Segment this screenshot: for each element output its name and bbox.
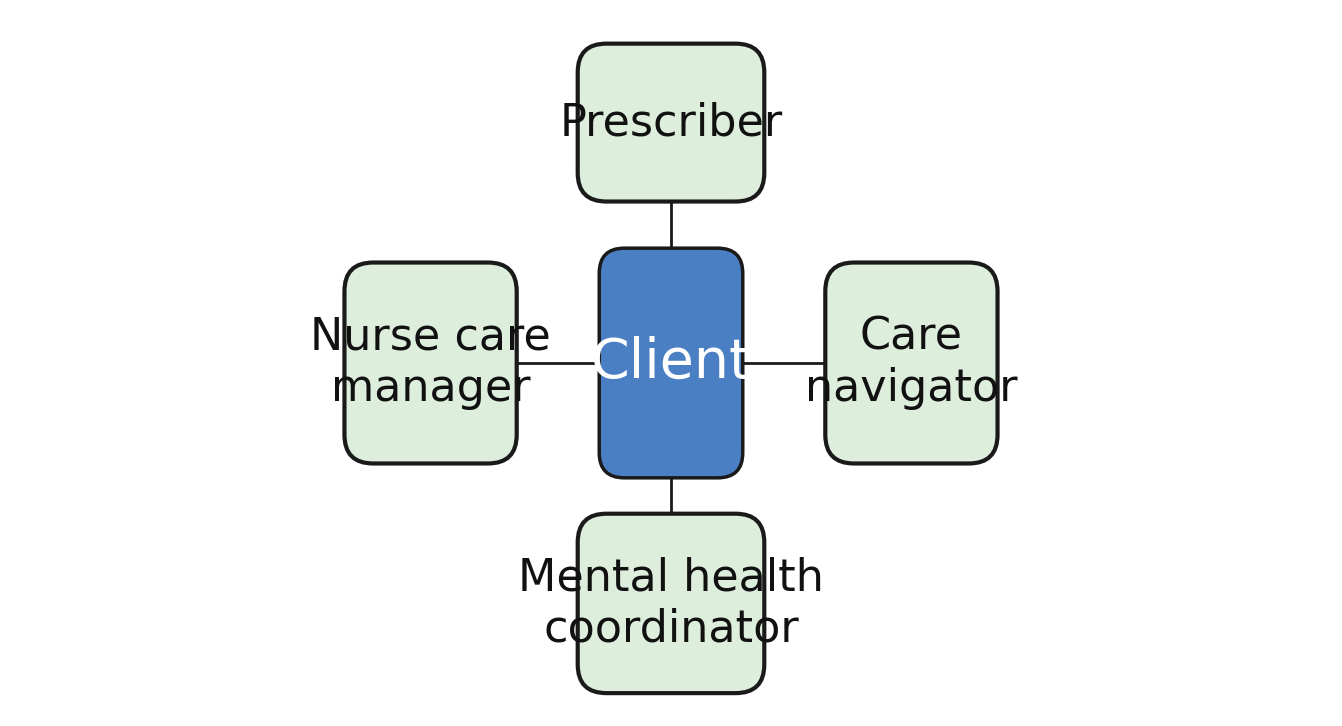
FancyBboxPatch shape (577, 514, 765, 693)
Text: Care
navigator: Care navigator (805, 316, 1017, 410)
FancyBboxPatch shape (577, 44, 765, 202)
Text: Client: Client (590, 336, 752, 390)
Text: Nurse care
manager: Nurse care manager (310, 316, 552, 410)
FancyBboxPatch shape (825, 263, 997, 463)
FancyBboxPatch shape (345, 263, 517, 463)
Text: Mental health
coordinator: Mental health coordinator (518, 556, 824, 650)
FancyBboxPatch shape (600, 248, 742, 478)
Text: Prescriber: Prescriber (560, 101, 782, 144)
